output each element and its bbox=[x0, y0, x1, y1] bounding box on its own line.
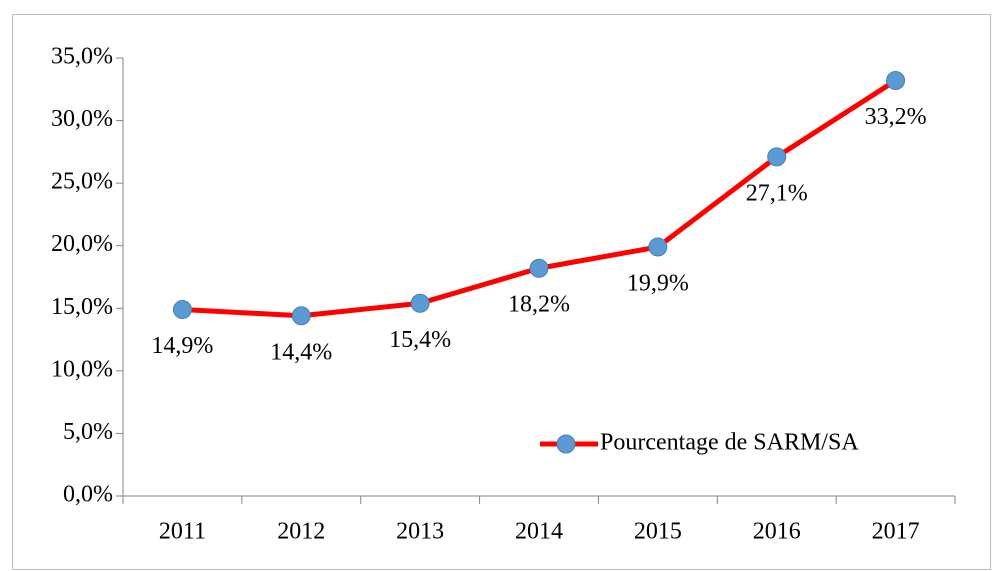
data-label: 18,2% bbox=[508, 292, 570, 318]
x-tick-label: 2012 bbox=[277, 519, 325, 545]
x-tick-label: 2016 bbox=[753, 519, 801, 545]
data-point bbox=[529, 258, 549, 278]
y-tick-label: 5,0% bbox=[63, 419, 113, 445]
data-point bbox=[291, 306, 311, 326]
legend-marker bbox=[556, 434, 576, 454]
data-point bbox=[767, 147, 787, 167]
y-tick-label: 15,0% bbox=[51, 294, 113, 320]
data-point bbox=[172, 300, 192, 320]
data-point bbox=[886, 71, 906, 91]
y-tick-label: 30,0% bbox=[51, 106, 113, 132]
x-tick-label: 2014 bbox=[515, 519, 563, 545]
chart-border bbox=[12, 14, 991, 570]
y-tick-label: 20,0% bbox=[51, 231, 113, 257]
y-tick-label: 25,0% bbox=[51, 169, 113, 195]
data-label: 33,2% bbox=[865, 104, 927, 130]
y-tick-label: 0,0% bbox=[63, 482, 113, 508]
data-label: 19,9% bbox=[627, 270, 689, 296]
data-point bbox=[648, 237, 668, 257]
data-label: 14,4% bbox=[270, 339, 332, 365]
data-label: 27,1% bbox=[746, 180, 808, 206]
x-tick-label: 2013 bbox=[396, 519, 444, 545]
x-tick-label: 2015 bbox=[634, 519, 682, 545]
x-tick-label: 2011 bbox=[159, 519, 206, 545]
y-tick-label: 10,0% bbox=[51, 356, 113, 382]
data-label: 14,9% bbox=[151, 333, 213, 359]
data-label: 15,4% bbox=[389, 327, 451, 353]
legend-label: Pourcentage de SARM/SA bbox=[600, 430, 859, 456]
x-tick-label: 2017 bbox=[872, 519, 920, 545]
y-tick-label: 35,0% bbox=[51, 44, 113, 70]
data-point bbox=[410, 293, 430, 313]
